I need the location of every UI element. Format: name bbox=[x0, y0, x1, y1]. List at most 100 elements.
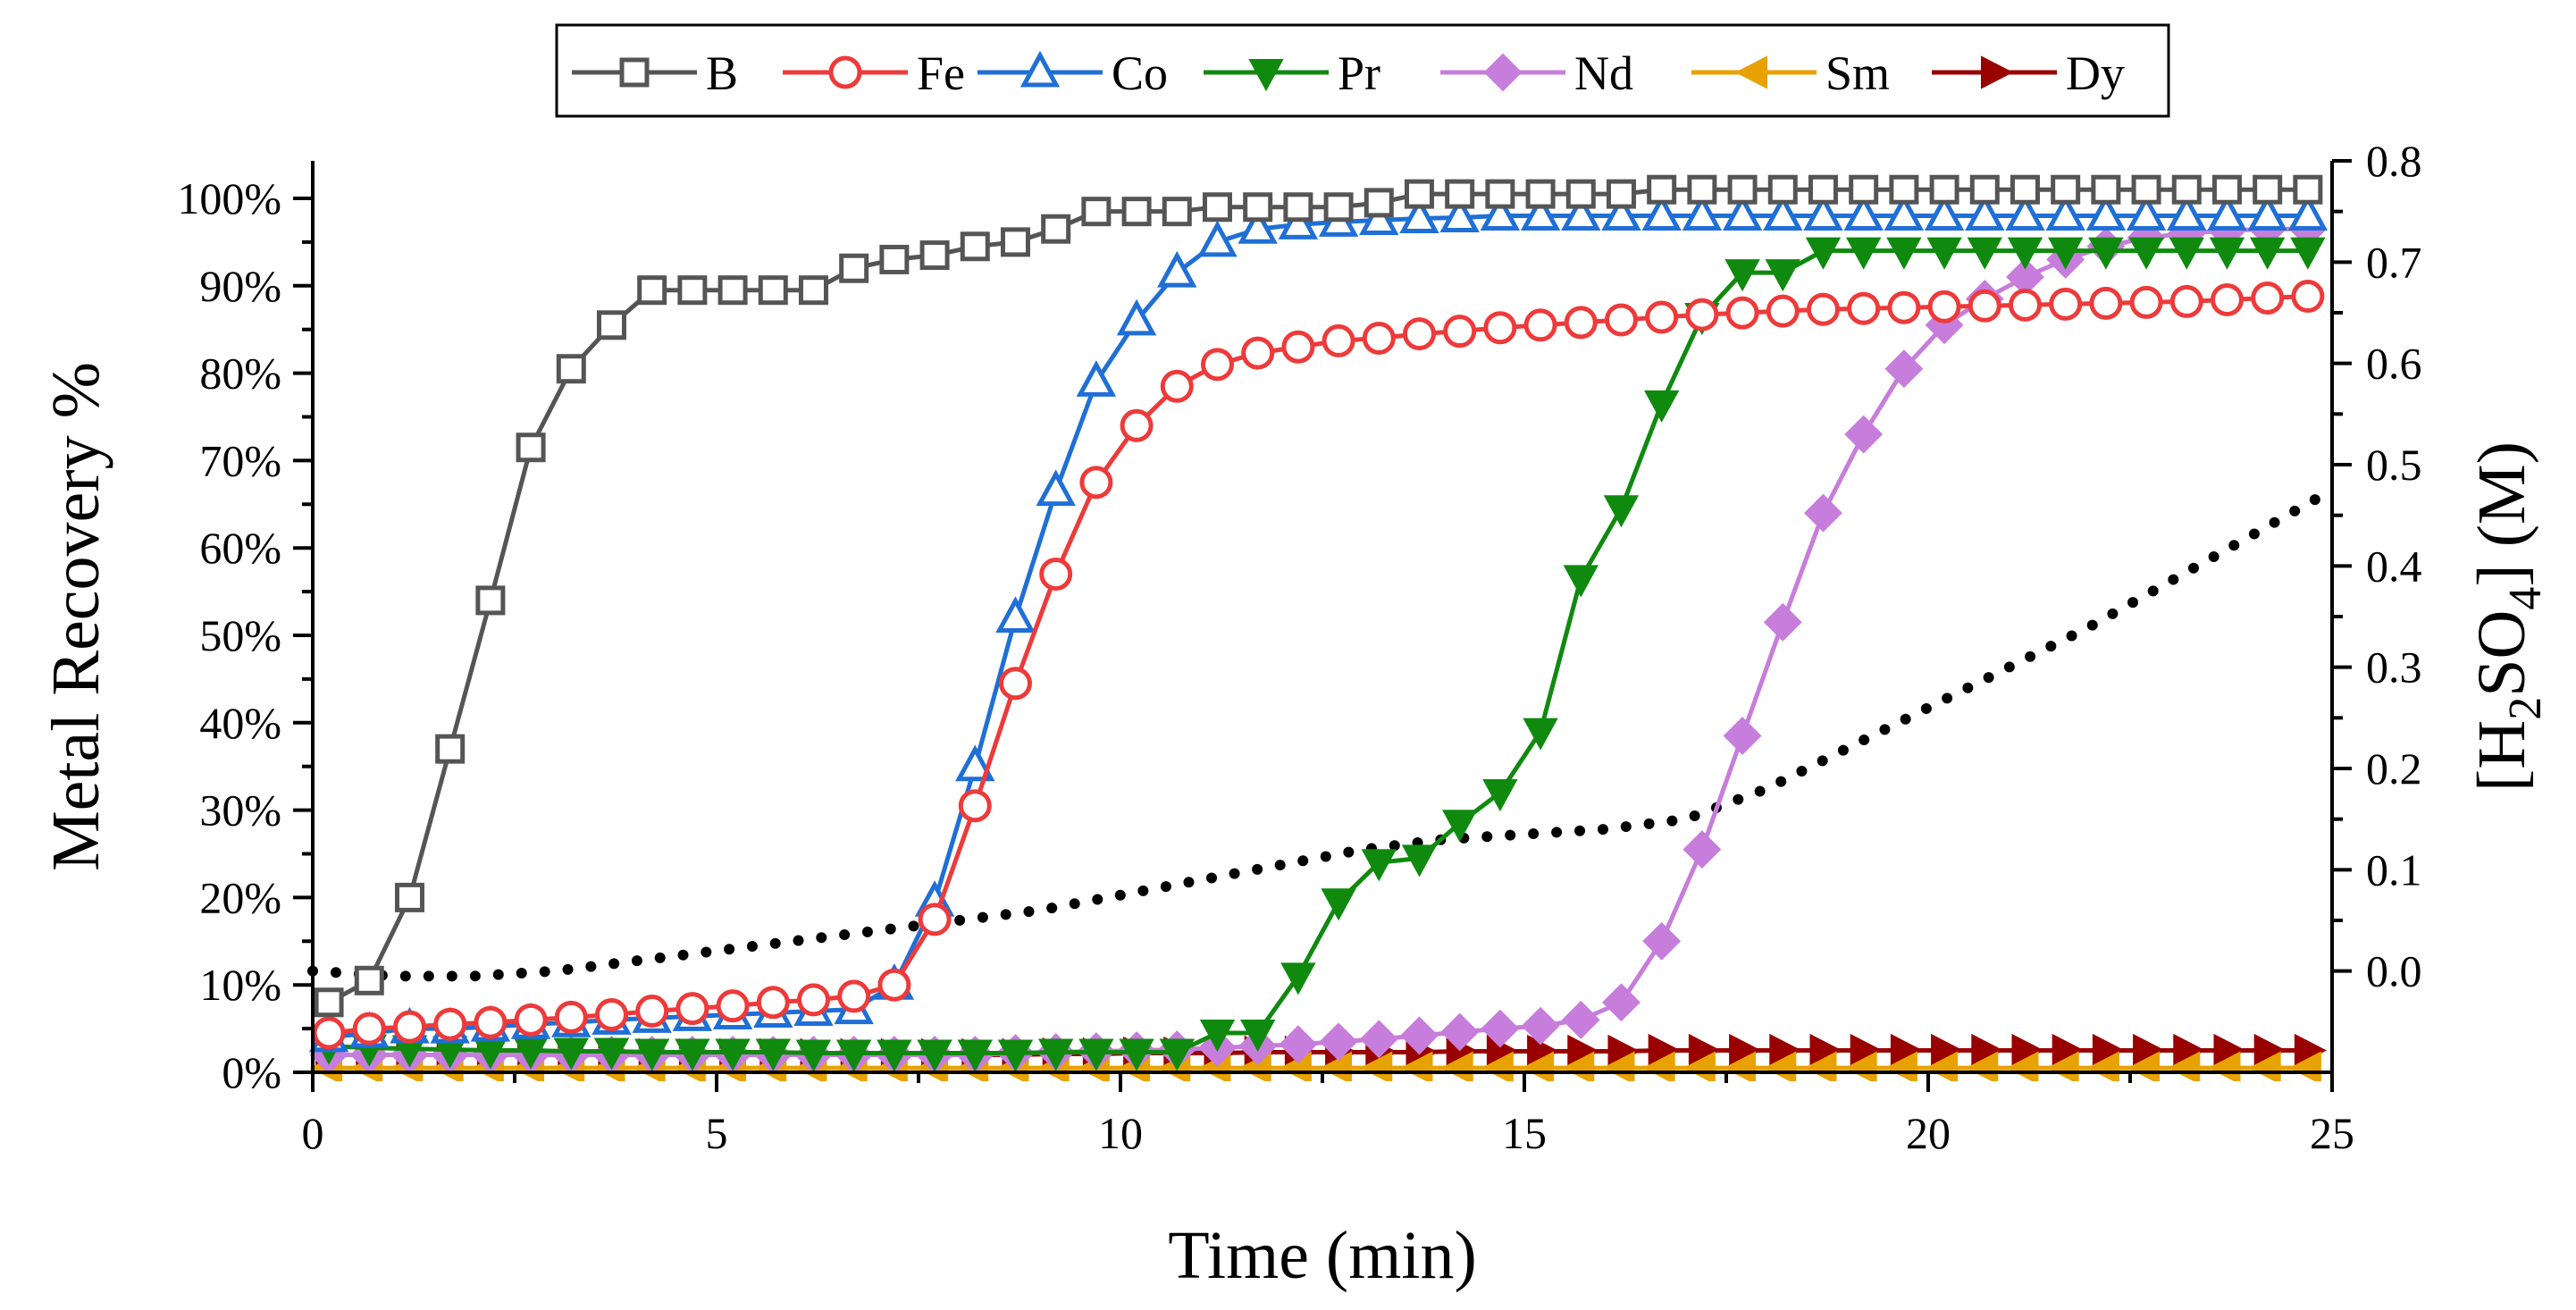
data-point-Sm bbox=[1844, 1051, 1877, 1081]
data-point-Co bbox=[1601, 194, 1641, 231]
data-point-Pr bbox=[997, 1039, 1034, 1072]
data-point-Fe bbox=[756, 986, 790, 1020]
data-point-Co bbox=[1238, 207, 1278, 244]
data-point-Fe bbox=[2129, 285, 2163, 319]
data-point-B bbox=[1041, 214, 1071, 244]
data-point-Co bbox=[1076, 360, 1117, 397]
series-line-Pr bbox=[328, 248, 2308, 1055]
data-point-Sm bbox=[2006, 1051, 2039, 1081]
data-point-Fe bbox=[1725, 296, 1759, 330]
data-point-Nd bbox=[1440, 1012, 1480, 1052]
data-point-Fe bbox=[1079, 466, 1113, 500]
data-point-B bbox=[1202, 192, 1232, 223]
data-point-Fe bbox=[1564, 306, 1598, 340]
legend-item-Fe: Fe bbox=[783, 46, 965, 100]
data-point-Co bbox=[2247, 194, 2287, 231]
y2-tick-label: 0.0 bbox=[2366, 946, 2422, 996]
data-point-B bbox=[1606, 179, 1636, 209]
data-point-Fe bbox=[1160, 369, 1194, 403]
data-point-Nd bbox=[1521, 1006, 1560, 1045]
data-point-Pr bbox=[1724, 259, 1760, 292]
legend-marker-Nd bbox=[1483, 53, 1523, 92]
data-point-Pr bbox=[1119, 1038, 1154, 1071]
legend-item-Dy: Dy bbox=[1932, 46, 2125, 100]
data-point-Fe bbox=[796, 983, 830, 1017]
x-tick-label: 20 bbox=[1906, 1108, 1951, 1158]
y2-axis-title-suffix: ] (M) bbox=[2464, 441, 2539, 587]
data-point-Pr bbox=[835, 1039, 872, 1072]
data-point-Sm bbox=[1602, 1051, 1635, 1081]
data-point-B bbox=[919, 240, 950, 271]
legend-marker-Sm bbox=[1734, 55, 1767, 89]
data-point-Pr bbox=[2290, 237, 2326, 270]
data-point-Sm bbox=[1360, 1051, 1393, 1081]
data-point-Pr bbox=[1441, 810, 1478, 843]
data-point-B bbox=[1767, 174, 1798, 205]
data-point-B bbox=[1485, 179, 1515, 209]
data-point-Fe bbox=[594, 997, 628, 1031]
data-point-B bbox=[1889, 174, 1919, 205]
data-point-Nd bbox=[1682, 830, 1722, 869]
data-point-Nd bbox=[1319, 1022, 1358, 1062]
data-point-Sm bbox=[2168, 1051, 2201, 1081]
legend-label-Pr: Pr bbox=[1338, 46, 1380, 100]
legend-label-B: B bbox=[706, 46, 738, 100]
data-point-Pr bbox=[553, 1037, 589, 1071]
data-point-B bbox=[1243, 192, 1273, 223]
data-point-Pr bbox=[957, 1039, 993, 1072]
data-point-Fe bbox=[514, 1003, 548, 1037]
data-point-Sm bbox=[1440, 1051, 1473, 1081]
data-point-Pr bbox=[2007, 237, 2043, 270]
data-point-Pr bbox=[2209, 237, 2245, 270]
data-point-Co bbox=[1278, 203, 1319, 239]
data-point-Pr bbox=[1482, 779, 1518, 812]
data-point-Co bbox=[1965, 194, 2005, 231]
data-point-Sm bbox=[1804, 1051, 1837, 1081]
data-point-Pr bbox=[877, 1039, 912, 1072]
data-point-B bbox=[1808, 174, 1838, 205]
acid-series bbox=[307, 484, 2337, 982]
acid-series-line bbox=[307, 484, 2337, 982]
data-point-B bbox=[1162, 197, 1192, 227]
data-point-Nd bbox=[1400, 1016, 1439, 1055]
data-point-B bbox=[2091, 174, 2121, 205]
legend-marker-Dy bbox=[1981, 55, 2014, 89]
data-point-Co bbox=[1884, 194, 1925, 231]
data-point-Fe bbox=[918, 903, 952, 936]
data-point-Fe bbox=[2049, 287, 2083, 321]
data-point-Pr bbox=[2169, 237, 2204, 270]
data-point-B bbox=[1969, 174, 2000, 205]
data-point-Fe bbox=[2251, 281, 2285, 315]
data-point-B bbox=[1727, 174, 1758, 205]
data-point-B bbox=[1000, 227, 1030, 257]
data-point-Pr bbox=[1563, 565, 1598, 598]
y2-tick-label: 0.3 bbox=[2366, 642, 2422, 693]
legend-marker-Fe bbox=[828, 55, 862, 89]
data-point-Fe bbox=[1200, 348, 1234, 382]
data-point-Pr bbox=[2249, 237, 2286, 270]
data-point-Fe bbox=[635, 995, 669, 1029]
data-point-Sm bbox=[2288, 1051, 2321, 1081]
x-tick-label: 5 bbox=[706, 1108, 728, 1158]
data-point-B bbox=[1283, 192, 1313, 223]
series-Pr bbox=[311, 237, 2326, 1072]
y2-tick-label: 0.8 bbox=[2366, 136, 2422, 186]
legend: B Fe Co Pr Nd Sm Dy bbox=[572, 46, 2125, 100]
legend-label-Nd: Nd bbox=[1574, 46, 1633, 100]
y2-axis-title: [H2SO4] (M) bbox=[2464, 441, 2551, 792]
data-point-Fe bbox=[1968, 289, 2001, 323]
data-point-Pr bbox=[755, 1038, 791, 1071]
data-point-Fe bbox=[2008, 288, 2042, 322]
data-point-Sm bbox=[1319, 1051, 1353, 1081]
series-layer bbox=[308, 174, 2328, 1081]
data-point-Pr bbox=[1523, 718, 1558, 751]
data-point-Pr bbox=[1199, 1019, 1236, 1053]
data-point-Fe bbox=[2169, 284, 2203, 318]
data-point-Sm bbox=[2248, 1051, 2281, 1081]
y-tick-label: 10% bbox=[199, 960, 281, 1010]
data-point-Fe bbox=[877, 968, 911, 1002]
data-point-Sm bbox=[1966, 1051, 1999, 1081]
data-point-B bbox=[1849, 174, 1879, 205]
data-point-Co bbox=[1722, 194, 1763, 231]
